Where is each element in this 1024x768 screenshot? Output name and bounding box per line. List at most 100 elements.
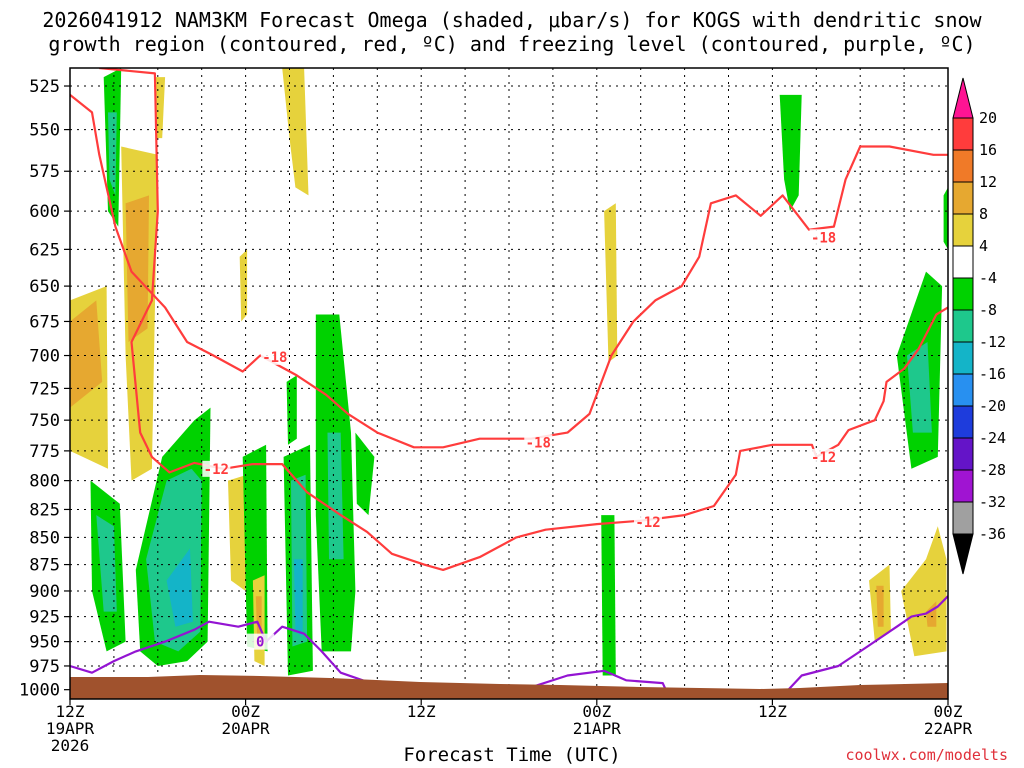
x-tick-label: 00Z <box>582 702 611 721</box>
omega-region-35 <box>943 187 948 250</box>
y-tick-label: 850 <box>29 528 60 548</box>
omega-region-8 <box>282 68 309 196</box>
colorbar-label: -8 <box>979 301 997 319</box>
y-tick-label: 600 <box>29 202 60 222</box>
colorbar-label: -28 <box>979 461 1006 479</box>
omega-region-28 <box>779 94 802 212</box>
minus-18-label: -18 <box>811 230 836 246</box>
omega-region-4 <box>125 195 149 342</box>
y-tick-label: 950 <box>29 633 60 653</box>
y-tick-label: 800 <box>29 472 60 492</box>
minus-18-label: -18 <box>526 435 551 451</box>
x-tick-label: 22APR <box>924 719 973 738</box>
omega-region-21 <box>293 559 303 637</box>
plot-frame <box>69 67 949 700</box>
omega-region-26 <box>604 203 618 363</box>
x-tick-label: 00Z <box>231 702 260 721</box>
y-tick-label: 550 <box>29 121 60 141</box>
colorbar-label: 16 <box>979 141 997 159</box>
y-tick-label: 650 <box>29 277 60 297</box>
y-tick-label: 575 <box>29 162 60 182</box>
colorbar-label: -24 <box>979 429 1006 447</box>
x-tick-label: 12Z <box>407 702 436 721</box>
omega-region-10 <box>228 474 248 591</box>
chart-title-line-1: 2026041912 NAM3KM Forecast Omega (shaded… <box>42 8 982 32</box>
minus-12-label: -12 <box>811 450 836 466</box>
x-tick-label: 2026 <box>51 736 90 755</box>
colorbar-top-arrow <box>952 77 974 119</box>
freezing-level-label: 0 <box>256 635 264 651</box>
x-tick-label: 19APR <box>46 719 95 738</box>
colorbar-label: -20 <box>979 397 1006 415</box>
omega-region-7 <box>154 77 166 139</box>
minus-18-label-bg <box>524 434 553 451</box>
minus-18-label: -18 <box>262 350 287 366</box>
x-axis-title: Forecast Time (UTC) <box>403 744 621 766</box>
colorbar-swatch <box>952 469 974 503</box>
y-tick-label: 825 <box>29 500 60 520</box>
colorbar-bottom-arrow <box>952 533 974 575</box>
colorbar-swatch <box>952 277 974 311</box>
omega-region-30 <box>907 342 932 433</box>
x-tick-label: 21APR <box>573 719 622 738</box>
y-tick-label: 750 <box>29 411 60 431</box>
colorbar-swatch <box>952 501 974 535</box>
minus-12-label-bg <box>202 460 231 477</box>
colorbar-swatch <box>952 373 974 407</box>
colorbar-label: -32 <box>979 493 1006 511</box>
minus-12-contour <box>99 68 948 571</box>
colorbar-label: -12 <box>979 333 1006 351</box>
minus-12-label-bg <box>809 448 838 465</box>
colorbar-label: -36 <box>979 525 1006 543</box>
omega-region-27 <box>601 515 616 676</box>
x-tick-label: 20APR <box>222 719 271 738</box>
x-tick-label: 12Z <box>758 702 787 721</box>
y-tick-label: 975 <box>29 657 60 677</box>
omega-region-24 <box>355 432 375 516</box>
minus-18-label-bg <box>809 229 838 246</box>
colorbar-swatch <box>952 213 974 247</box>
omega-region-25 <box>286 375 297 445</box>
colorbar-swatch <box>952 117 974 151</box>
terrain-surface <box>70 675 948 699</box>
y-tick-label: 875 <box>29 556 60 576</box>
y-tick-label: 525 <box>29 77 60 97</box>
omega-region-2 <box>70 300 103 408</box>
y-tick-label: 925 <box>29 608 60 628</box>
site-credit[interactable]: coolwx.com/modelts <box>845 746 1008 764</box>
omega-region-32 <box>876 585 884 627</box>
omega-region-15 <box>166 548 193 627</box>
omega-region-34 <box>926 601 937 627</box>
chart-title-line-2: growth region (contoured, red, ºC) and f… <box>48 32 976 56</box>
colorbar-label: 8 <box>979 205 988 223</box>
minus-18-label-bg <box>260 348 289 365</box>
colorbar-swatch <box>952 309 974 343</box>
colorbar-label: 4 <box>979 237 988 255</box>
colorbar-swatch <box>952 437 974 471</box>
freezing-level-label-bg <box>246 633 275 650</box>
x-tick-label: 00Z <box>934 702 963 721</box>
y-tick-label: 675 <box>29 312 60 332</box>
minus-12-label: -12 <box>204 462 229 478</box>
omega-region-9 <box>239 249 248 322</box>
colorbar-label: 12 <box>979 173 997 191</box>
minus-12-label: -12 <box>635 515 660 531</box>
x-tick-label: 12Z <box>56 702 85 721</box>
colorbar-label: 20 <box>979 109 997 127</box>
colorbar-swatch <box>952 341 974 375</box>
omega-region-6 <box>108 112 117 196</box>
y-tick-label: 700 <box>29 347 60 367</box>
colorbar-label: -4 <box>979 269 997 287</box>
minus-12-label-bg <box>634 513 663 530</box>
omega-region-23 <box>327 432 344 560</box>
colorbar-swatch <box>952 149 974 183</box>
y-tick-label: 775 <box>29 442 60 462</box>
y-tick-label: 900 <box>29 582 60 602</box>
colorbar-label: -16 <box>979 365 1006 383</box>
omega-region-12 <box>96 515 117 612</box>
y-tick-label: 625 <box>29 240 60 260</box>
colorbar-swatch <box>952 181 974 215</box>
colorbar-swatch <box>952 245 974 279</box>
y-tick-label: 725 <box>29 379 60 399</box>
